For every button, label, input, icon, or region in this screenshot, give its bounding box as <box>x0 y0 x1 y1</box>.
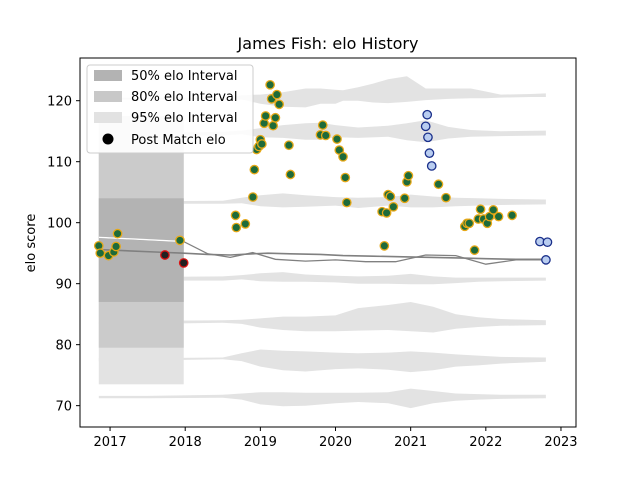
legend-marker-post-match <box>102 133 114 145</box>
point-recent-7 <box>542 237 553 248</box>
point-recent-2 <box>423 132 433 143</box>
point-win-54 <box>488 205 499 215</box>
point-win-1 <box>95 248 106 259</box>
point-win-6 <box>175 235 185 246</box>
x-axis-ticks: 2017 2018 2019 2020 2021 2022 2023 <box>94 427 578 450</box>
post-match-points <box>93 79 553 268</box>
secondary-line <box>98 236 546 265</box>
point-win-18 <box>265 79 275 90</box>
mean-line <box>98 248 546 261</box>
point-recent-1 <box>422 109 433 120</box>
point-win-35 <box>379 241 390 251</box>
point-win-28 <box>320 130 331 141</box>
legend-label-80: 80% elo Interval <box>131 90 238 105</box>
point-recent-3 <box>424 148 435 158</box>
point-win-47 <box>464 218 475 229</box>
point-win-50 <box>475 204 486 215</box>
interval-band-3 <box>98 272 546 285</box>
point-win-4 <box>111 241 121 252</box>
point-win-7 <box>230 210 241 221</box>
x-tick-label-2019: 2019 <box>244 435 277 450</box>
point-win-21 <box>270 112 281 123</box>
point-win-32 <box>340 172 351 183</box>
point-win-29 <box>332 134 342 144</box>
legend-label-50: 50% elo Interval <box>131 69 238 84</box>
y-tick-label-100: 100 <box>47 217 72 232</box>
point-win-24 <box>284 140 294 151</box>
point-recent-0 <box>420 121 431 132</box>
legend-label-95: 95% elo Interval <box>131 111 238 126</box>
x-tick-label-2020: 2020 <box>319 435 352 450</box>
point-win-11 <box>249 164 260 175</box>
x-tick-label-2023: 2023 <box>544 435 577 450</box>
chart-title: James Fish: elo History <box>237 34 419 53</box>
point-loss-1 <box>178 258 189 268</box>
point-win-39 <box>388 201 399 212</box>
initial-mean-line <box>98 236 184 243</box>
y-axis-label: elo score <box>24 214 39 273</box>
point-win-27 <box>317 120 328 130</box>
point-win-9 <box>240 219 251 229</box>
point-win-40 <box>399 193 410 204</box>
point-win-55 <box>493 211 504 222</box>
point-loss-0 <box>160 250 170 260</box>
x-tick-label-2022: 2022 <box>469 435 502 450</box>
legend-swatch-95 <box>94 112 122 123</box>
point-win-8 <box>231 222 242 233</box>
legend-swatch-80 <box>94 91 122 102</box>
point-win-22 <box>272 89 282 100</box>
point-win-25 <box>285 169 296 180</box>
y-tick-label-90: 90 <box>55 278 72 293</box>
legend-label-post-match: Post Match elo <box>131 133 226 148</box>
interval-band-6 <box>98 388 546 409</box>
legend-swatch-50 <box>94 70 122 81</box>
point-win-42 <box>403 170 414 181</box>
point-win-38 <box>385 191 396 202</box>
x-tick-label-2021: 2021 <box>394 435 427 450</box>
y-axis-ticks: 70 80 90 100 110 120 <box>47 95 80 415</box>
plot-frame <box>79 57 577 428</box>
point-win-23 <box>274 99 285 110</box>
point-win-17 <box>260 111 271 121</box>
interval-band-4 <box>98 302 546 333</box>
legend: 50% elo Interval 80% elo Interval 95% el… <box>86 64 254 154</box>
x-tick-label-2018: 2018 <box>169 435 202 450</box>
interval-band-2 <box>98 193 546 208</box>
plot-area <box>93 76 553 409</box>
interval-band-5 <box>98 349 546 373</box>
legend-frame <box>86 64 254 154</box>
mean-lines <box>98 236 546 265</box>
y-tick-label-80: 80 <box>55 339 72 354</box>
point-win-10 <box>247 192 258 202</box>
point-win-31 <box>338 151 348 162</box>
point-win-33 <box>341 197 352 208</box>
point-win-48 <box>469 245 480 255</box>
point-win-36 <box>381 208 392 218</box>
point-win-15 <box>257 139 267 149</box>
y-tick-label-120: 120 <box>47 95 72 110</box>
point-recent-6 <box>541 255 551 265</box>
point-win-5 <box>112 228 123 239</box>
point-win-56 <box>507 210 517 221</box>
y-tick-label-110: 110 <box>47 156 72 171</box>
point-recent-4 <box>426 161 437 171</box>
point-win-20 <box>268 120 278 131</box>
y-tick-label-70: 70 <box>55 400 72 415</box>
point-win-43 <box>433 179 444 190</box>
point-win-44 <box>441 192 451 203</box>
x-tick-label-2017: 2017 <box>94 435 127 450</box>
